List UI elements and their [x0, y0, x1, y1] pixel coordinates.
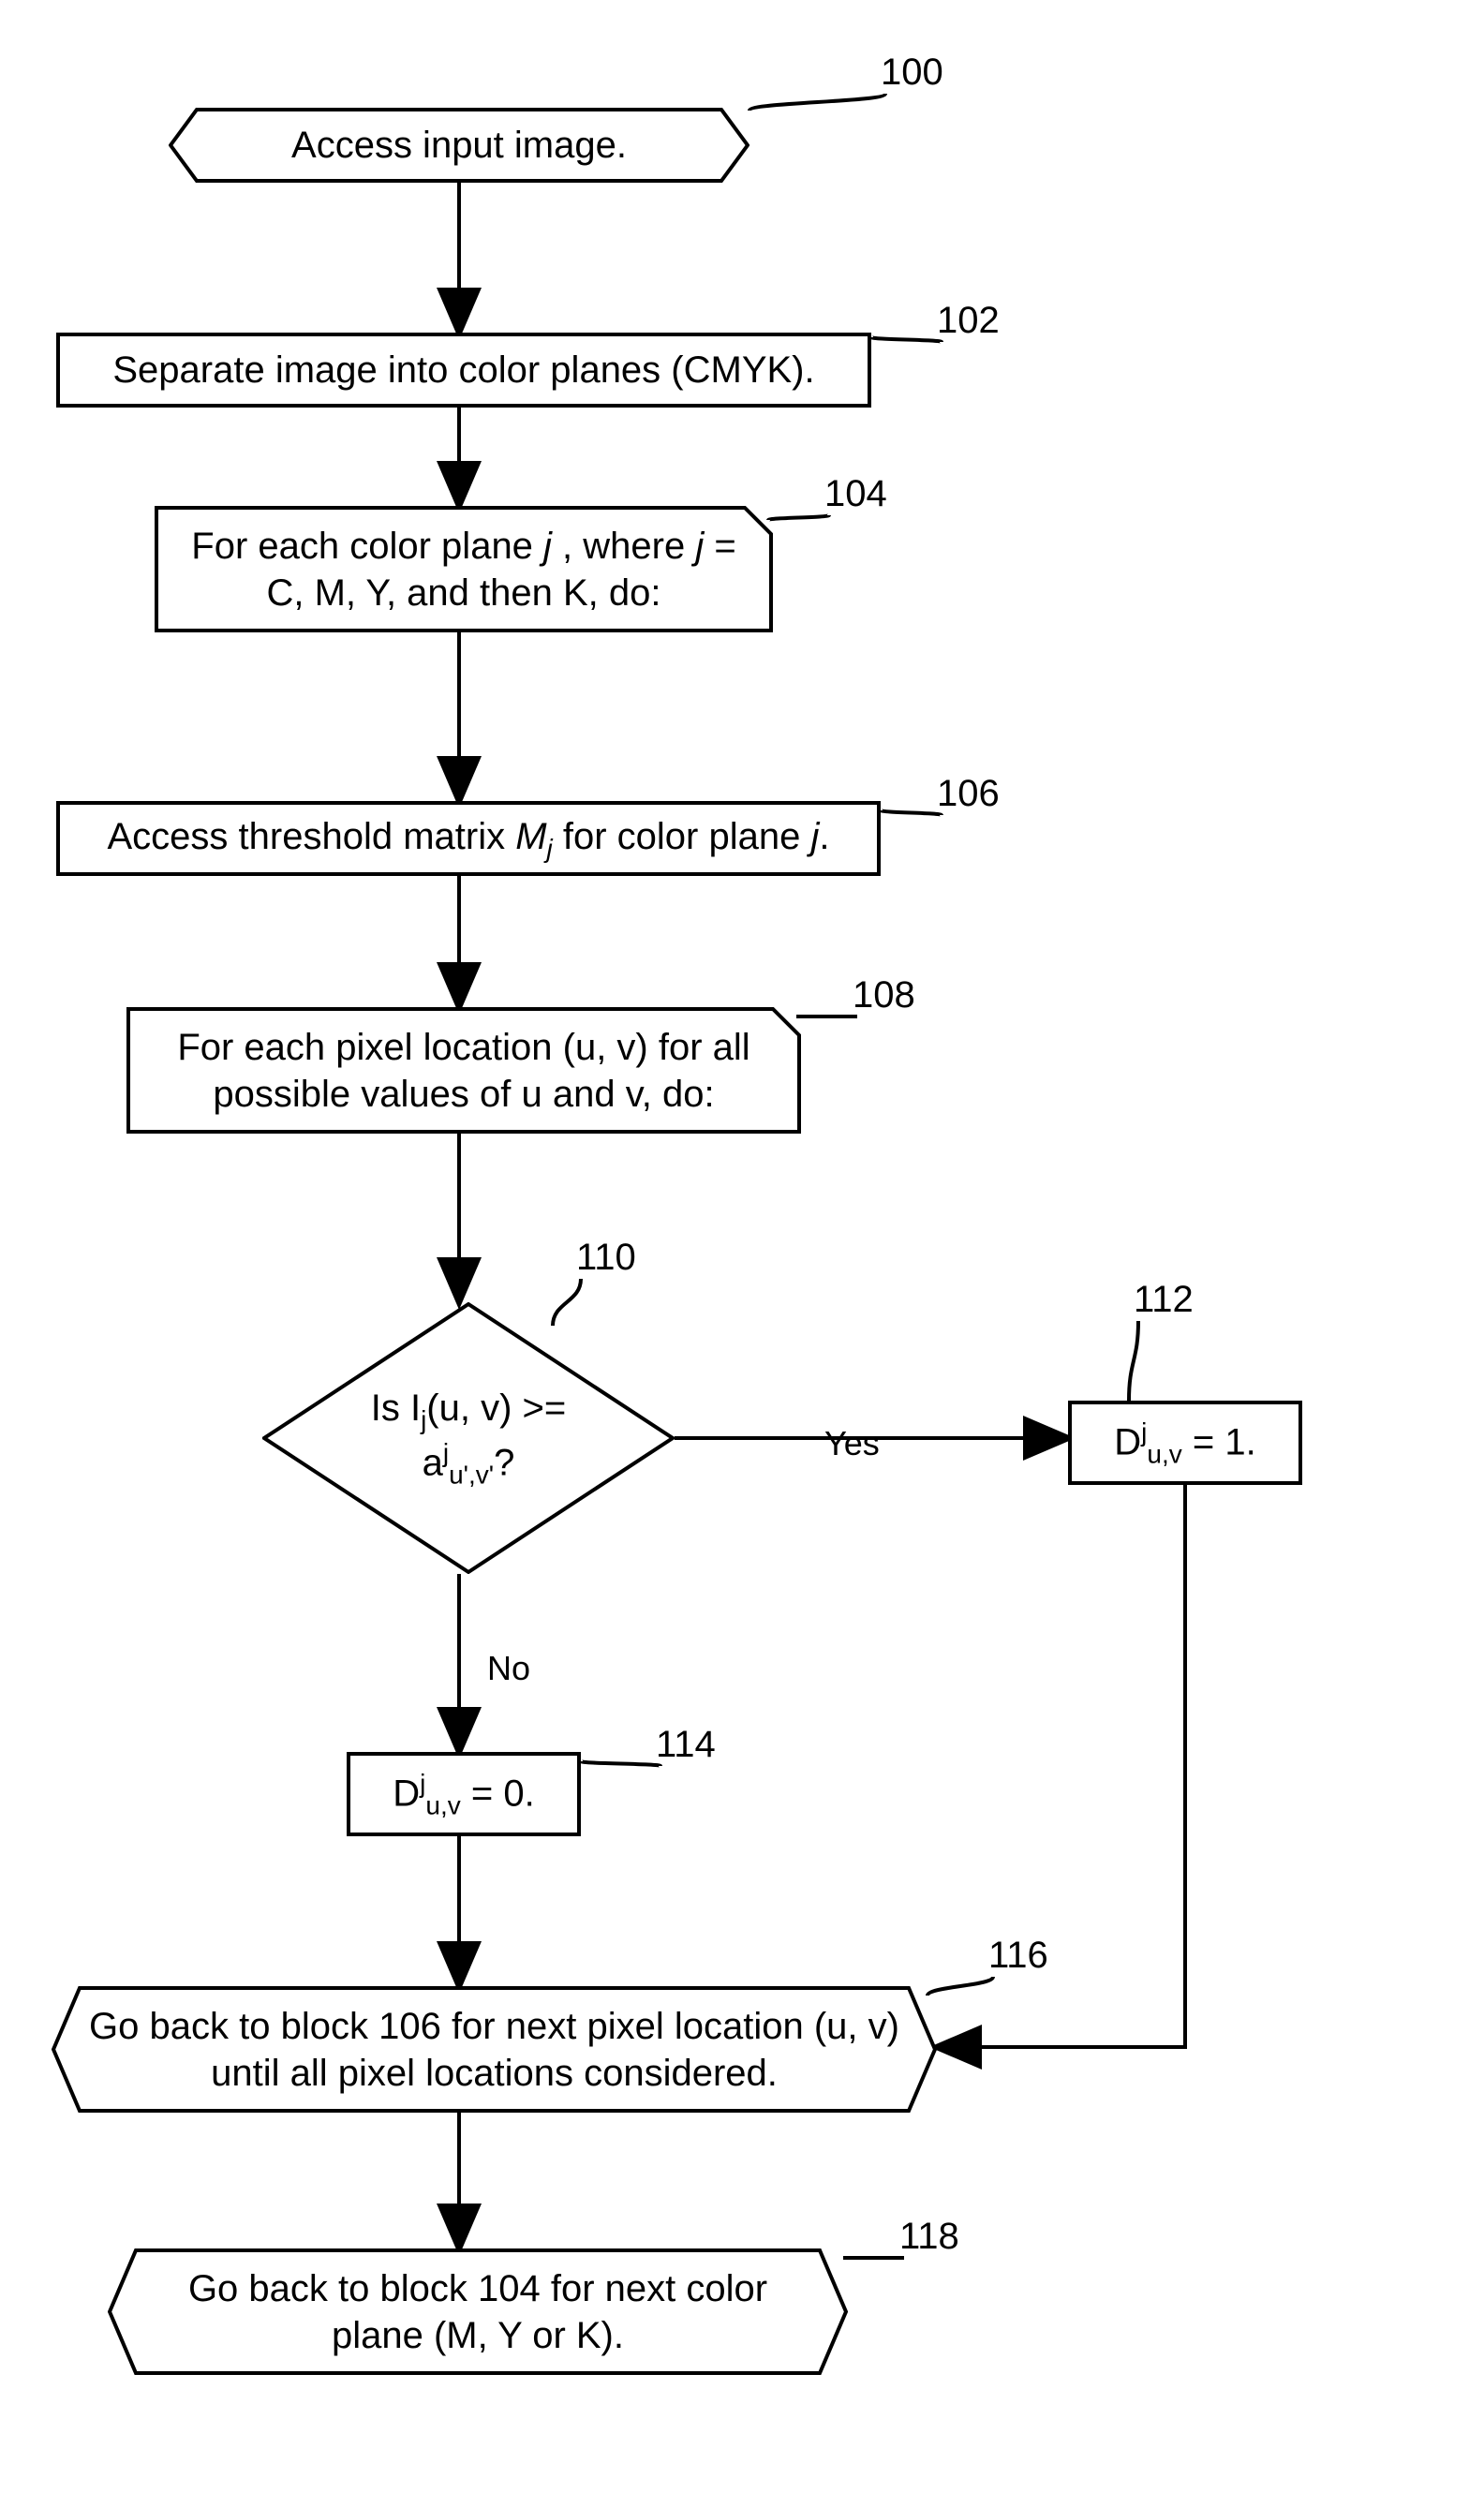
edge [937, 1485, 1185, 2047]
ref-label-112: 112 [1134, 1279, 1194, 1321]
flowchart-node-n100: Access input image. [169, 108, 749, 183]
ref-label-100: 100 [881, 52, 943, 94]
node-text: Separate image into color planes (CMYK). [96, 339, 831, 401]
ref-label-104: 104 [824, 473, 887, 515]
flowchart-node-n114: Dju,v = 0. [347, 1752, 581, 1836]
flowchart-canvas: Yes No Access input image. Separate image i… [0, 0, 1484, 2493]
flowchart-node-n108: For each pixel location (u, v) for all p… [126, 1007, 801, 1134]
node-text: Go back to block 106 for next pixel loca… [66, 1996, 923, 2104]
flowchart-node-n102: Separate image into color planes (CMYK). [56, 333, 871, 408]
node-text: For each pixel location (u, v) for all p… [141, 1016, 787, 1125]
node-text: Dju,v = 1. [1097, 1408, 1272, 1477]
node-text: Access input image. [275, 114, 644, 176]
node-text: Access threshold matrix Mj for color pla… [91, 806, 847, 872]
node-text: Go back to block 104 for next color plan… [122, 2258, 834, 2367]
flowchart-node-n118: Go back to block 104 for next color plan… [108, 2248, 848, 2375]
flowchart-node-n106: Access threshold matrix Mj for color pla… [56, 801, 881, 876]
ref-label-118: 118 [899, 2216, 959, 2258]
flowchart-node-n104: For each color plane j , where j = C, M,… [155, 506, 773, 632]
flowchart-node-n112: Dju,v = 1. [1068, 1401, 1302, 1485]
node-text: Is Ij(u, v) >= aju',v'? [341, 1377, 597, 1498]
edge-label: No [487, 1649, 530, 1688]
node-text: Dju,v = 0. [376, 1759, 551, 1829]
ref-label-106: 106 [937, 773, 1000, 815]
ref-label-114: 114 [656, 1724, 716, 1766]
ref-label-102: 102 [937, 300, 1000, 342]
ref-label-116: 116 [988, 1935, 1048, 1977]
ref-label-110: 110 [576, 1237, 636, 1279]
flowchart-node-n110: Is Ij(u, v) >= aju',v'? [262, 1302, 675, 1574]
node-text: For each color plane j , where j = C, M,… [169, 515, 759, 624]
edge-label: Yes [824, 1424, 880, 1463]
ref-label-108: 108 [853, 974, 915, 1016]
flowchart-node-n116: Go back to block 106 for next pixel loca… [52, 1986, 937, 2113]
